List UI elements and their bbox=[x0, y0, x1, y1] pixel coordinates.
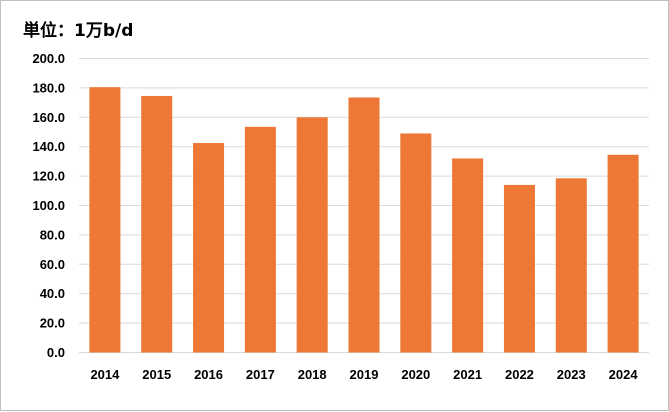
x-tick-label: 2022 bbox=[505, 367, 534, 382]
bar-2023 bbox=[555, 178, 587, 353]
y-tick-label: 40.0 bbox=[40, 286, 65, 301]
x-tick-label: 2024 bbox=[609, 367, 639, 382]
x-tick-label: 2020 bbox=[401, 367, 430, 382]
x-tick-label: 2018 bbox=[298, 367, 327, 382]
bar-2019 bbox=[348, 97, 380, 353]
bar-2017 bbox=[244, 126, 276, 353]
bars bbox=[89, 87, 639, 353]
x-axis-ticks: 2014 2015 2016 2017 2018 2019 2020 2021 2022 2023… bbox=[90, 367, 638, 382]
x-tick-label: 2021 bbox=[453, 367, 482, 382]
bar-2024 bbox=[607, 154, 639, 353]
unit-label: 単位：1万b/d bbox=[23, 21, 134, 41]
y-tick-label: 160.0 bbox=[32, 110, 65, 125]
bar-2014 bbox=[89, 87, 121, 353]
x-tick-label: 2017 bbox=[246, 367, 275, 382]
x-tick-label: 2019 bbox=[350, 367, 379, 382]
y-tick-label: 80.0 bbox=[40, 227, 65, 242]
y-tick-label: 120.0 bbox=[32, 169, 65, 184]
bar-2018 bbox=[296, 117, 328, 353]
y-tick-label: 200.0 bbox=[32, 51, 65, 66]
x-tick-label: 2014 bbox=[90, 367, 120, 382]
y-axis-ticks: 0.0 20.0 40.0 60.0 80.0 100.0 120.0 140.0 160.0 1… bbox=[32, 51, 65, 360]
y-tick-label: 100.0 bbox=[32, 198, 65, 213]
bar-2022 bbox=[503, 184, 535, 353]
y-tick-label: 20.0 bbox=[40, 316, 65, 331]
bar-2016 bbox=[193, 143, 225, 353]
y-tick-label: 60.0 bbox=[40, 257, 65, 272]
x-tick-label: 2015 bbox=[142, 367, 171, 382]
bar-2021 bbox=[452, 158, 484, 353]
x-tick-label: 2023 bbox=[557, 367, 586, 382]
y-tick-label: 0.0 bbox=[47, 345, 65, 360]
y-tick-label: 180.0 bbox=[32, 80, 65, 95]
y-tick-label: 140.0 bbox=[32, 139, 65, 154]
bar-2020 bbox=[400, 133, 432, 353]
bar-2015 bbox=[141, 95, 173, 353]
x-tick-label: 2016 bbox=[194, 367, 223, 382]
